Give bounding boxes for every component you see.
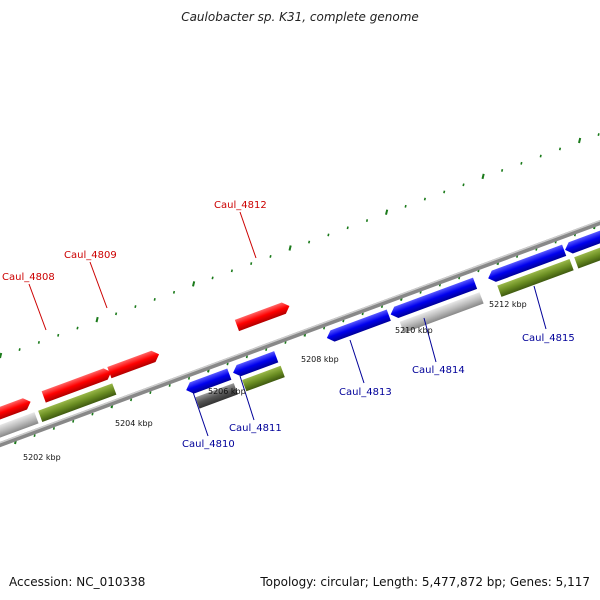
outer-tick-15 xyxy=(288,245,292,251)
outer-tick-3 xyxy=(57,333,60,337)
feature-red-4808 xyxy=(0,398,31,426)
gene-label-4810: Caul_4810 xyxy=(182,439,235,450)
leader-4810 xyxy=(192,391,209,437)
leader-4814 xyxy=(423,317,437,363)
genome-backbone-highlight xyxy=(0,153,600,503)
outer-tick-27 xyxy=(520,161,523,165)
outer-tick-12 xyxy=(230,269,233,273)
inner-tick-14 xyxy=(284,340,287,344)
scale-label-5210: 5210 kbp xyxy=(395,326,433,335)
scale-label-5202: 5202 kbp xyxy=(23,453,61,462)
inner-tick-12 xyxy=(245,355,248,359)
leader-4811 xyxy=(239,375,255,421)
leader-4812 xyxy=(239,211,257,259)
inner-tick-1 xyxy=(33,434,36,438)
feature-blue-4814 xyxy=(390,277,478,318)
gene-label-4815: Caul_4815 xyxy=(522,333,575,344)
outer-tick-23 xyxy=(443,190,446,194)
outer-tick-21 xyxy=(404,204,407,208)
outer-tick-26 xyxy=(501,168,504,172)
outer-tick-19 xyxy=(365,219,369,223)
gene-label-4813: Caul_4813 xyxy=(339,387,392,398)
outer-tick-24 xyxy=(462,183,465,187)
scale-label-5208: 5208 kbp xyxy=(301,355,339,364)
scale-label-5206: 5206 kbp xyxy=(208,387,246,396)
outer-tick-0 xyxy=(0,352,3,359)
gene-label-4811: Caul_4811 xyxy=(229,423,282,434)
scale-label-5204: 5204 kbp xyxy=(115,419,153,428)
outer-tick-8 xyxy=(153,297,156,301)
outer-tick-18 xyxy=(346,226,349,230)
feature-red-4809 xyxy=(107,350,160,379)
outer-tick-7 xyxy=(134,305,137,309)
map-title: Caulobacter sp. K31, complete genome xyxy=(181,10,419,24)
outer-tick-28 xyxy=(539,154,542,158)
outer-tick-20 xyxy=(385,209,389,215)
feature-blue-4811 xyxy=(233,351,279,377)
outer-tick-6 xyxy=(115,312,118,316)
outer-tick-10 xyxy=(192,281,196,287)
outer-tick-5 xyxy=(95,316,99,323)
gene-label-4809: Caul_4809 xyxy=(64,250,117,261)
outer-tick-2 xyxy=(37,340,40,344)
feature-dark-4810 xyxy=(195,383,238,409)
leader-4813 xyxy=(349,339,365,384)
outer-tick-4 xyxy=(76,326,79,330)
feature-green-4811 xyxy=(242,365,285,392)
inner-tick-2 xyxy=(52,426,55,430)
feature-blue-4810 xyxy=(186,368,232,394)
outer-tick-22 xyxy=(423,197,426,201)
inner-tick-3 xyxy=(72,419,75,423)
gene-label-4812: Caul_4812 xyxy=(214,200,267,211)
feature-red-4812 xyxy=(234,302,290,332)
feature-blue-4813 xyxy=(326,309,391,342)
gene-label-4814: Caul_4814 xyxy=(412,365,465,376)
feature-blue-4815 xyxy=(488,244,567,282)
feature-green-4815 xyxy=(497,258,574,297)
label-leaders xyxy=(28,211,547,437)
inner-tick-6 xyxy=(130,398,133,402)
outer-tick-17 xyxy=(327,233,330,237)
feature-red-4809-left xyxy=(41,368,112,403)
topology-text: Topology: circular; Length: 5,477,872 bp… xyxy=(260,575,590,589)
outer-tick-30 xyxy=(578,137,582,144)
outer-tick-11 xyxy=(211,276,214,280)
feature-gray-left xyxy=(0,412,39,438)
accession-text: Accession: NC_010338 xyxy=(9,575,146,589)
genome-backbone xyxy=(0,153,600,506)
outer-tick-row xyxy=(0,133,600,359)
leader-4809 xyxy=(89,261,108,309)
inner-tick-13 xyxy=(265,348,268,352)
inner-tick-7 xyxy=(149,391,152,395)
feature-gray-4814 xyxy=(399,292,484,334)
outer-tick-29 xyxy=(558,147,562,151)
inner-tick-8 xyxy=(168,383,171,387)
inner-tick-9 xyxy=(187,376,191,380)
outer-tick-13 xyxy=(250,262,253,266)
outer-tick-16 xyxy=(308,240,311,244)
leader-4808 xyxy=(28,283,47,331)
inner-tick-4 xyxy=(91,412,94,416)
outer-tick-25 xyxy=(481,173,485,180)
scale-label-5212: 5212 kbp xyxy=(489,300,527,309)
feature-green-4808 xyxy=(38,383,117,422)
feature-blue-4816 xyxy=(565,215,600,254)
leader-4815 xyxy=(533,285,547,330)
outer-tick-14 xyxy=(269,254,272,258)
outer-tick-31 xyxy=(597,133,600,137)
gene-label-4808: Caul_4808 xyxy=(2,272,55,283)
inner-tick-11 xyxy=(226,362,229,366)
feature-green-4816 xyxy=(574,229,600,269)
outer-tick-1 xyxy=(18,348,21,352)
outer-tick-9 xyxy=(172,290,176,294)
